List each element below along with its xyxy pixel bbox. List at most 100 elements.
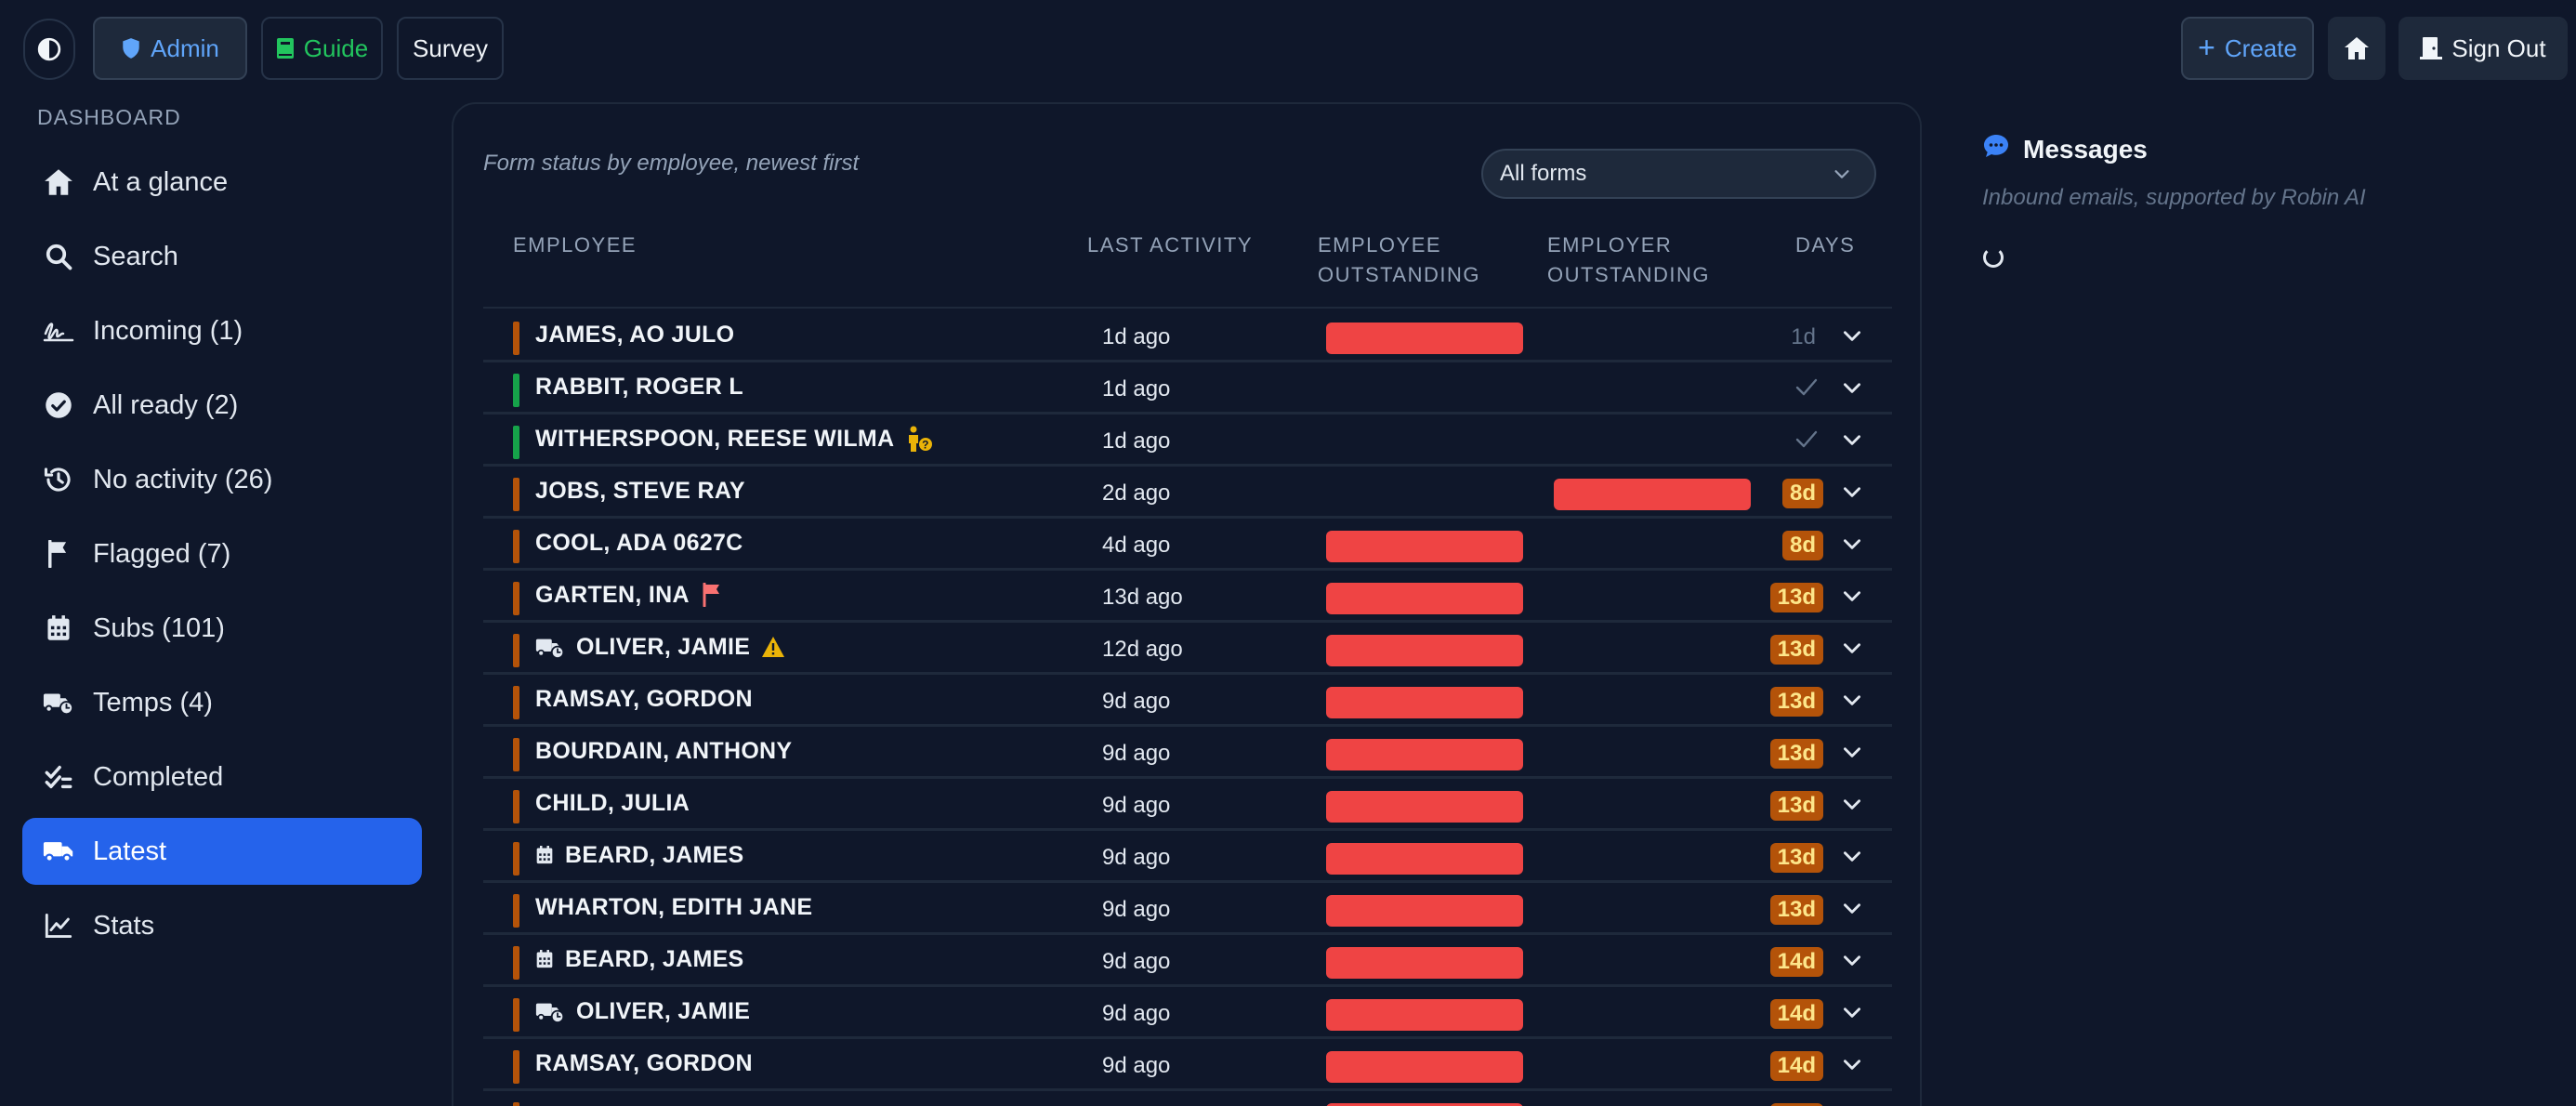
plus-icon: + bbox=[2198, 30, 2215, 64]
admin-button[interactable]: Admin bbox=[93, 17, 247, 80]
expand-chevron-icon[interactable] bbox=[1840, 532, 1864, 560]
line-chart-icon bbox=[43, 910, 74, 941]
table-row[interactable]: RAMSAY, GORDON 9d ago 13d bbox=[483, 675, 1892, 727]
column-days[interactable]: DAYS bbox=[1795, 233, 1856, 257]
sidebar-item-at-a-glance[interactable]: At a glance bbox=[22, 149, 422, 216]
employee-name: OLIVER, JAMIE bbox=[576, 997, 751, 1024]
status-stripe bbox=[513, 478, 519, 511]
sidebar-item-all-ready[interactable]: All ready (2) bbox=[22, 372, 422, 439]
expand-chevron-icon[interactable] bbox=[1840, 480, 1864, 508]
last-activity: 9d ago bbox=[1102, 897, 1171, 922]
employee-name-cell: BEARD, JAMES bbox=[535, 831, 744, 879]
sidebar-heading: DASHBOARD bbox=[37, 105, 181, 129]
last-activity: 1d ago bbox=[1102, 376, 1171, 402]
sidebar-item-search[interactable]: Search bbox=[22, 223, 422, 290]
create-button[interactable]: + Create bbox=[2181, 17, 2314, 80]
truck-clock-icon bbox=[535, 1000, 565, 1023]
expand-chevron-icon[interactable] bbox=[1840, 375, 1864, 404]
check-icon bbox=[1795, 429, 1818, 454]
expand-chevron-icon[interactable] bbox=[1840, 323, 1864, 352]
employee-name-cell: CHILD, JULIA bbox=[535, 779, 690, 827]
last-activity: 9d ago bbox=[1102, 689, 1171, 714]
days-badge: 1d bbox=[1791, 324, 1816, 349]
sidebar-item-subs[interactable]: Subs (101) bbox=[22, 595, 422, 662]
column-employee[interactable]: EMPLOYEE bbox=[513, 233, 637, 257]
last-activity: 4d ago bbox=[1102, 533, 1171, 558]
employee-table-body: JAMES, AO JULO 1d ago 1d RABBIT, ROGER L 1d … bbox=[483, 310, 1892, 1106]
sidebar-item-no-activity[interactable]: No activity (26) bbox=[22, 446, 422, 513]
sidebar-item-latest[interactable]: Latest bbox=[22, 818, 422, 885]
status-stripe bbox=[513, 426, 519, 459]
employee-outstanding-bar bbox=[1326, 739, 1523, 770]
table-row[interactable]: BEARD, JAMES 9d ago 13d bbox=[483, 831, 1892, 883]
status-stripe bbox=[513, 374, 519, 407]
guide-button[interactable]: Guide bbox=[261, 17, 383, 80]
table-row[interactable]: RAMSAY, GORDON 9d ago 14d bbox=[483, 1039, 1892, 1091]
check-circle-icon bbox=[43, 389, 74, 421]
column-employer-outstanding[interactable]: EMPLOYER OUTSTANDING bbox=[1547, 230, 1710, 290]
table-row[interactable]: OLIVER, JAMIE 12d ago 13d bbox=[483, 623, 1892, 675]
column-employee-outstanding[interactable]: EMPLOYEE OUTSTANDING bbox=[1318, 230, 1480, 290]
sidebar-item-label: Stats bbox=[93, 910, 155, 941]
employee-name: OLIVER, JAMIE bbox=[576, 633, 751, 660]
table-row[interactable]: WHARTON, EDITH JANE 9d ago 13d bbox=[483, 883, 1892, 935]
sidebar-item-label: At a glance bbox=[93, 166, 229, 197]
table-header: EMPLOYEE LAST ACTIVITY EMPLOYEE OUTSTAND… bbox=[483, 219, 1892, 309]
expand-chevron-icon[interactable] bbox=[1840, 688, 1864, 717]
expand-chevron-icon[interactable] bbox=[1840, 896, 1864, 925]
chevron-down-icon bbox=[1832, 164, 1852, 191]
double-check-icon bbox=[43, 761, 74, 793]
calendar-icon bbox=[535, 949, 554, 969]
expand-chevron-icon[interactable] bbox=[1840, 792, 1864, 821]
sidebar-item-flagged[interactable]: Flagged (7) bbox=[22, 520, 422, 587]
survey-button[interactable]: Survey bbox=[397, 17, 504, 80]
status-stripe bbox=[513, 738, 519, 771]
employee-outstanding-bar bbox=[1326, 1051, 1523, 1083]
table-row[interactable]: BOURDAIN, ANTHONY 9d ago 13d bbox=[483, 727, 1892, 779]
table-row[interactable]: CHILD, JULIA 9d ago 13d bbox=[483, 779, 1892, 831]
expand-chevron-icon[interactable] bbox=[1840, 948, 1864, 977]
days-badge: 13d bbox=[1769, 583, 1823, 612]
form-filter-select[interactable]: All forms bbox=[1481, 149, 1876, 199]
employee-name: BEARD, JAMES bbox=[565, 945, 744, 972]
column-last-activity[interactable]: LAST ACTIVITY bbox=[1087, 233, 1254, 257]
table-row[interactable]: JOBS, STEVE RAY 2d ago 8d bbox=[483, 467, 1892, 519]
home-button[interactable] bbox=[2328, 17, 2385, 80]
theme-toggle-button[interactable] bbox=[23, 19, 75, 80]
sidebar-item-label: All ready (2) bbox=[93, 389, 239, 420]
expand-chevron-icon[interactable] bbox=[1840, 636, 1864, 665]
sidebar-nav: At a glance Search Incoming (1) All ready (… bbox=[22, 149, 422, 967]
expand-chevron-icon[interactable] bbox=[1840, 584, 1864, 612]
sidebar-item-incoming[interactable]: Incoming (1) bbox=[22, 297, 422, 364]
status-stripe bbox=[513, 894, 519, 928]
table-row[interactable]: COOL, ADA 0627C 4d ago 8d bbox=[483, 519, 1892, 571]
table-row[interactable]: JAMES, AO JULO 1d ago 1d bbox=[483, 310, 1892, 362]
home-icon bbox=[2344, 36, 2370, 60]
expand-chevron-icon[interactable] bbox=[1840, 1000, 1864, 1029]
days-badge: 13d bbox=[1769, 791, 1823, 821]
expand-chevron-icon[interactable] bbox=[1840, 844, 1864, 873]
sign-out-button[interactable]: Sign Out bbox=[2399, 17, 2568, 80]
days-badge: 14d bbox=[1769, 947, 1823, 977]
sidebar-item-completed[interactable]: Completed bbox=[22, 744, 422, 810]
table-row[interactable]: WITHERSPOON, REESE WILMA? 1d ago bbox=[483, 415, 1892, 467]
expand-chevron-icon[interactable] bbox=[1840, 1052, 1864, 1081]
days-badge: 13d bbox=[1769, 739, 1823, 769]
employee-name: BEARD, JAMES bbox=[565, 841, 744, 868]
expand-chevron-icon[interactable] bbox=[1840, 428, 1864, 456]
table-row[interactable]: RABBIT, ROGER L 1d ago bbox=[483, 362, 1892, 415]
employee-name-cell: OLIVER, JAMIE bbox=[535, 987, 750, 1035]
expand-chevron-icon[interactable] bbox=[1840, 740, 1864, 769]
table-row[interactable]: BEARD, JAMES 9d ago 14d bbox=[483, 935, 1892, 987]
warning-icon bbox=[761, 636, 785, 658]
sign-out-icon bbox=[2420, 36, 2443, 60]
messages-title: Messages bbox=[2023, 134, 2148, 164]
employee-name-cell: COOL, ADA 0627C bbox=[535, 519, 743, 567]
employee-outstanding-bar bbox=[1326, 323, 1523, 354]
table-row[interactable]: GARTEN, INA 13d ago 13d bbox=[483, 571, 1892, 623]
sidebar-item-temps[interactable]: Temps (4) bbox=[22, 669, 422, 736]
sidebar-item-stats[interactable]: Stats bbox=[22, 892, 422, 959]
table-row[interactable]: OLIVER, JAMIE 9d ago 14d bbox=[483, 987, 1892, 1039]
last-activity: 9d ago bbox=[1102, 845, 1171, 870]
